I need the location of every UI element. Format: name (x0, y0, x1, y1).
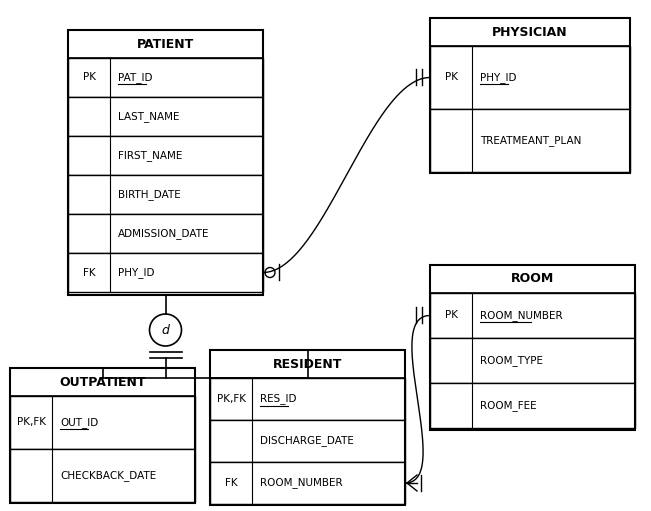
Text: BIRTH_DATE: BIRTH_DATE (118, 189, 181, 200)
Bar (430, 46, 630, 109)
Text: d: d (161, 324, 169, 337)
Bar (430, 265, 635, 293)
Text: PK: PK (445, 311, 458, 320)
Text: DISCHARGE_DATE: DISCHARGE_DATE (260, 435, 354, 447)
Bar (68, 175, 263, 214)
Text: ROOM: ROOM (511, 272, 554, 286)
Bar (10, 368, 195, 503)
Bar (10, 396, 195, 449)
Text: PHY_ID: PHY_ID (118, 267, 154, 278)
Text: ROOM_TYPE: ROOM_TYPE (480, 355, 543, 366)
Bar (430, 338, 635, 383)
Bar (10, 368, 195, 396)
Text: PHY_ID: PHY_ID (480, 72, 516, 83)
Text: FIRST_NAME: FIRST_NAME (118, 150, 182, 161)
Text: ADMISSION_DATE: ADMISSION_DATE (118, 228, 210, 239)
Text: TREATMEANT_PLAN: TREATMEANT_PLAN (480, 135, 581, 146)
Text: PHYSICIAN: PHYSICIAN (492, 26, 568, 38)
Bar (68, 97, 263, 136)
Text: FK: FK (83, 267, 95, 277)
Bar (68, 253, 263, 292)
Bar (210, 350, 405, 505)
Text: PATIENT: PATIENT (137, 37, 194, 51)
Text: RESIDENT: RESIDENT (273, 358, 342, 370)
Text: PK: PK (83, 73, 96, 82)
Bar (10, 449, 195, 502)
Bar (68, 30, 263, 58)
Bar (430, 109, 630, 172)
Bar (210, 462, 405, 504)
Text: OUTPATIENT: OUTPATIENT (59, 376, 146, 388)
Bar (430, 18, 630, 46)
Bar (210, 378, 405, 420)
Bar (430, 18, 630, 173)
Text: PK: PK (445, 73, 458, 82)
Bar (430, 265, 635, 430)
Bar (68, 214, 263, 253)
Text: CHECKBACK_DATE: CHECKBACK_DATE (60, 470, 156, 481)
Bar (210, 420, 405, 462)
Bar (430, 293, 635, 338)
Bar (68, 58, 263, 97)
Bar (430, 383, 635, 428)
Bar (210, 350, 405, 378)
Text: ROOM_NUMBER: ROOM_NUMBER (260, 478, 342, 489)
Text: PAT_ID: PAT_ID (118, 72, 152, 83)
Text: OUT_ID: OUT_ID (60, 417, 98, 428)
Text: PK,FK: PK,FK (217, 394, 245, 404)
Text: RES_ID: RES_ID (260, 393, 296, 404)
Text: FK: FK (225, 478, 238, 488)
Text: LAST_NAME: LAST_NAME (118, 111, 180, 122)
Text: ROOM_NUMBER: ROOM_NUMBER (480, 310, 562, 321)
Bar (68, 136, 263, 175)
Text: ROOM_FEE: ROOM_FEE (480, 400, 536, 411)
Bar (68, 30, 263, 295)
Text: PK,FK: PK,FK (16, 417, 46, 428)
